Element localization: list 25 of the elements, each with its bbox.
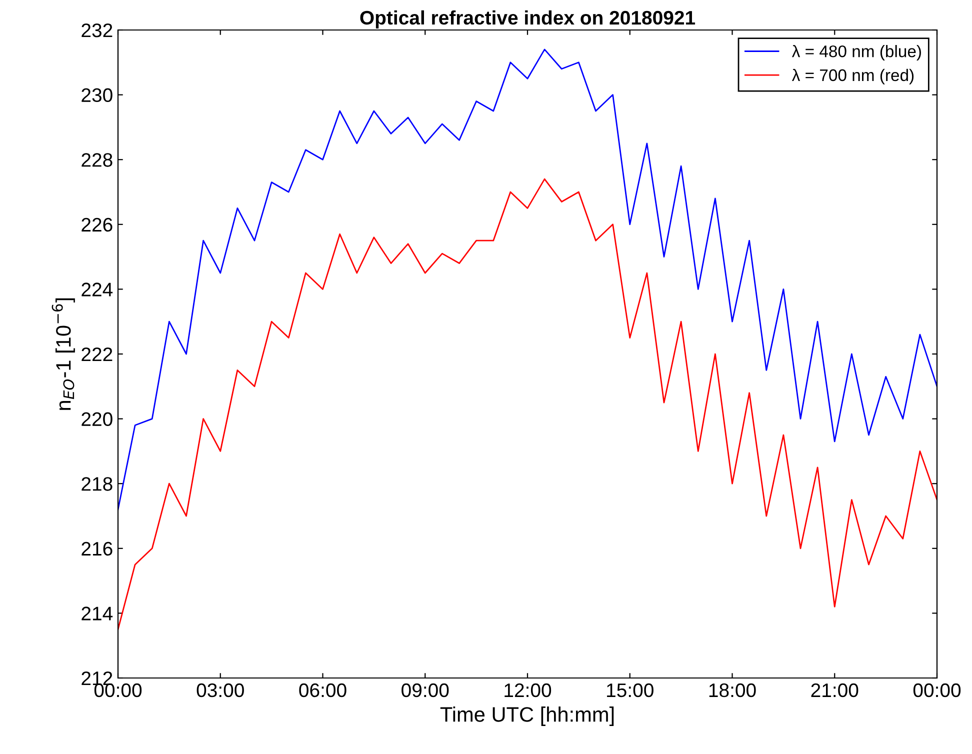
x-tick-label: 21:00 [811, 683, 858, 698]
x-tick-label: 06:00 [299, 683, 346, 698]
legend-label: λ = 700 nm (red) [792, 68, 914, 84]
y-axis-title: n$_{EO}$-1 [10$^{−6}$] [52, 298, 75, 410]
x-tick-label: 15:00 [607, 683, 654, 698]
y-tick-label: 224 [82, 282, 113, 296]
x-tick-label: 18:00 [709, 683, 756, 698]
x-tick-label: 00:00 [94, 683, 142, 698]
x-tick-label: 03:00 [196, 683, 244, 698]
y-tick-label: 222 [82, 347, 112, 362]
line-series [118, 178, 937, 630]
legend-label: λ = 480 nm (blue) [792, 45, 921, 61]
y-tick-label: 214 [82, 606, 113, 620]
y-tick-label: 226 [82, 218, 112, 232]
y-tick-label: 230 [82, 88, 112, 102]
x-tick-label: 00:00 [913, 683, 961, 698]
x-tick-label: 09:00 [402, 683, 449, 698]
y-tick-label: 216 [82, 542, 112, 556]
y-tick-label: 228 [82, 153, 112, 167]
chart-title: Optical refractive index on 20180921 [360, 10, 696, 28]
y-tick-label: 232 [82, 23, 112, 38]
y-tick-label: 218 [82, 477, 112, 491]
x-tick-label: 12:00 [504, 683, 552, 698]
y-tick-label: 220 [82, 412, 112, 426]
x-axis-title: Time UTC [hh:mm] [440, 706, 614, 726]
